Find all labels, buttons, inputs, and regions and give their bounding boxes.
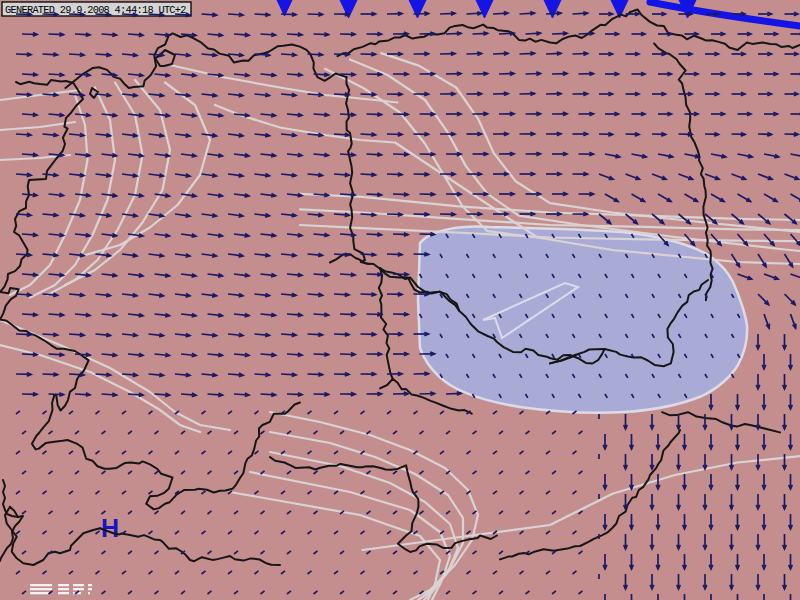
svg-text:H: H [101, 514, 119, 542]
